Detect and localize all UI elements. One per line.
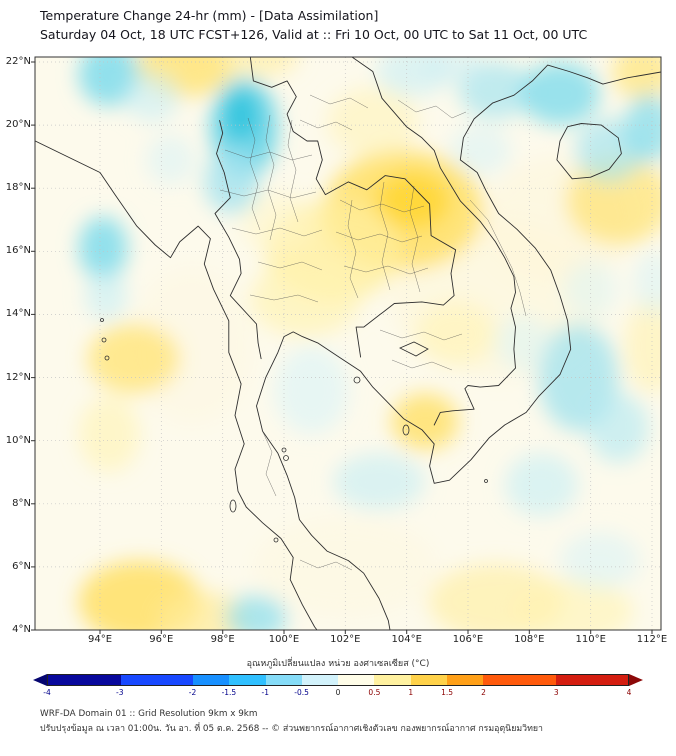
colorbar-tick-labels: -4 -3 -2 -1.5 -1 -0.5 0 0.5 1 1.5 2 3 4 — [33, 688, 643, 698]
coastline-east — [256, 64, 661, 630]
lon-tick-label: 104°E — [391, 634, 422, 645]
lat-tick-label: 6°N — [12, 560, 31, 572]
colorbar-tick-label: -4 — [43, 688, 51, 697]
colorbar-right-arrow — [629, 673, 643, 686]
geography — [35, 57, 661, 630]
footer-update-info: ปรับปรุงข้อมูล ณ เวลา 01:00น. วัน อา. ที… — [40, 723, 543, 734]
lat-tick-label: 8°N — [12, 497, 31, 509]
lat-tick-label: 16°N — [5, 245, 31, 257]
lon-tick-label: 110°E — [575, 634, 606, 645]
colorbar-tick-label: 0.5 — [368, 688, 381, 697]
colorbar-segment — [446, 674, 483, 685]
lat-tick-label: 10°N — [5, 434, 31, 446]
colorbar-segment — [483, 674, 556, 685]
lon-tick-label: 108°E — [514, 634, 545, 645]
lon-tick-label: 94°E — [87, 634, 113, 645]
colorbar-segment — [374, 674, 411, 685]
tonle-sap-lake — [399, 341, 429, 357]
footer: WRF-DA Domain 01 :: Grid Resolution 9km … — [40, 707, 543, 737]
lat-tick-label: 22°N — [5, 56, 31, 67]
lon-tick-label: 102°E — [330, 634, 361, 645]
colorbar-tick-label: -1 — [261, 688, 270, 697]
lon-tick-label: 96°E — [149, 634, 174, 645]
colorbar-tick-label: -0.5 — [294, 688, 309, 697]
border-thailand-laos-cambodia — [249, 57, 457, 358]
hainan-island — [556, 123, 622, 180]
axis-ticks — [31, 61, 653, 634]
colorbar-tick-label: -1.5 — [221, 688, 237, 697]
header: Temperature Change 24-hr (mm) - [Data As… — [40, 6, 587, 45]
lat-tick-label: 12°N — [5, 371, 31, 383]
colorbar-segment — [338, 674, 375, 685]
province-boundaries — [219, 94, 527, 571]
colorbar-segment — [410, 674, 447, 685]
lon-tick-label: 100°E — [268, 634, 300, 645]
colorbar-gradient — [47, 673, 629, 686]
colorbar-tick-label: 3 — [553, 688, 559, 697]
lat-tick-label: 20°N — [5, 119, 31, 131]
colorbar-title: อุณหภูมิเปลี่ยนแปลง หน่วย องศาเซลเซียส (… — [246, 659, 430, 669]
lat-tick-label: 18°N — [5, 182, 31, 194]
colorbar-tick-label: 0 — [335, 688, 341, 697]
colorbar-tick-label: 1 — [408, 688, 414, 697]
colorbar-left-arrow — [33, 673, 47, 686]
lon-tick-label: 112°E — [636, 634, 668, 645]
lon-tick-label: 98°E — [210, 634, 235, 645]
footer-domain-info: WRF-DA Domain 01 :: Grid Resolution 9km … — [40, 709, 258, 719]
map-frame — [34, 56, 662, 631]
colorbar-segment — [265, 674, 302, 685]
colorbar-tick-label: 1.5 — [441, 688, 454, 697]
coastline-west — [35, 140, 318, 630]
colorbar-segment — [555, 674, 628, 685]
colorbar-segment — [301, 674, 338, 685]
colorbar-segment — [193, 674, 230, 685]
page-title: Temperature Change 24-hr (mm) - [Data As… — [40, 8, 379, 23]
lon-tick-label: 106°E — [452, 634, 484, 645]
page-subtitle: Saturday 04 Oct, 18 UTC FCST+126, Valid … — [40, 27, 588, 43]
islands — [100, 318, 488, 543]
colorbar-tick-label: -3 — [116, 688, 124, 697]
colorbar-tick-label: 2 — [481, 688, 486, 697]
colorbar-segment — [120, 674, 193, 685]
colorbar-tick-label: 4 — [626, 688, 632, 697]
lat-tick-label: 14°N — [5, 308, 31, 320]
graticule — [35, 57, 661, 630]
colorbar-tick-label: -2 — [188, 688, 197, 697]
colorbar-segment — [48, 674, 121, 685]
colorbar-segment — [229, 674, 266, 685]
border-laos-vietnam-cambodia — [351, 57, 516, 426]
border-myanmar-thailand — [214, 120, 262, 360]
colorbar: -4 -3 -2 -1.5 -1 -0.5 0 0.5 1 1.5 2 3 4 — [33, 673, 643, 701]
lat-tick-label: 4°N — [12, 624, 31, 635]
